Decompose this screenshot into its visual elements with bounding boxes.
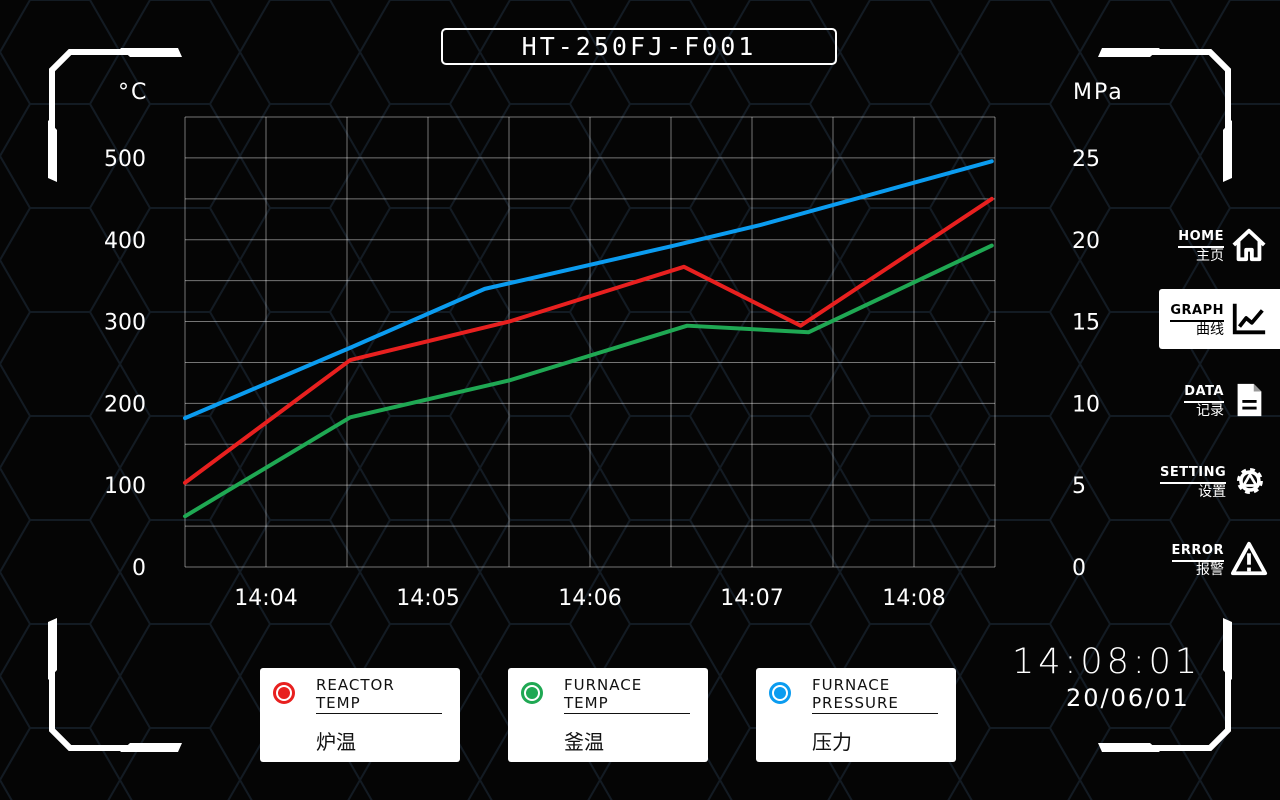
right-tick-label: 25 xyxy=(1072,147,1100,172)
nav-error-button[interactable]: ERROR 报警 xyxy=(1160,530,1280,588)
nav-setting-label-en: SETTING xyxy=(1160,464,1227,484)
right-tick-label: 10 xyxy=(1072,392,1100,417)
nav-data-label-en: DATA xyxy=(1184,383,1224,403)
series-line-furnace-temp xyxy=(183,243,994,519)
furnace-temp-dot xyxy=(521,682,543,704)
device-title: HT-250FJ-F001 xyxy=(441,28,837,65)
left-tick-label: 100 xyxy=(104,474,146,499)
nav-home-label-cn: 主页 xyxy=(1196,247,1224,264)
series-line-reactor-temp xyxy=(183,196,994,485)
legend-furnace-pressure: FURNACE PRESSURE 压力 xyxy=(756,668,956,762)
right-tick-label: 20 xyxy=(1072,229,1100,254)
x-tick-label: 14:07 xyxy=(720,586,783,611)
nav-setting-label-cn: 设置 xyxy=(1198,483,1227,500)
x-tick-label: 14:08 xyxy=(882,586,945,611)
legend-reactor-temp-cn: 炉温 xyxy=(316,730,356,754)
legend-furnace-temp: FURNACE TEMP 釜温 xyxy=(508,668,708,762)
home-icon xyxy=(1232,228,1266,262)
gear-icon xyxy=(1237,468,1264,494)
nav-error-label-cn: 报警 xyxy=(1196,561,1224,578)
current-time: 14:08:01 xyxy=(1012,642,1202,682)
nav-data-label-cn: 记录 xyxy=(1196,402,1224,419)
left-tick-label: 300 xyxy=(104,311,146,336)
nav-graph-label-en: GRAPH xyxy=(1170,302,1224,322)
nav-home-button[interactable]: HOME 主页 xyxy=(1160,216,1280,274)
nav-setting-button[interactable]: SETTING 设置 xyxy=(1160,452,1280,510)
nav-error-label-en: ERROR xyxy=(1171,542,1224,562)
x-tick-label: 14:06 xyxy=(558,586,621,611)
legend-furnace-temp-cn: 釜温 xyxy=(564,730,604,754)
legend-reactor-temp-en: REACTOR TEMP xyxy=(316,676,442,714)
document-icon xyxy=(1237,383,1262,417)
warning-icon xyxy=(1230,541,1268,576)
right-tick-label: 15 xyxy=(1072,311,1100,336)
legend-furnace-pressure-en: FURNACE PRESSURE xyxy=(812,676,938,714)
nav-home-label-en: HOME xyxy=(1178,228,1224,248)
nav-graph-label-cn: 曲线 xyxy=(1196,321,1224,338)
x-tick-label: 14:04 xyxy=(234,586,297,611)
left-tick-label: 500 xyxy=(104,147,146,172)
series-line-furnace-pressure xyxy=(183,159,994,421)
right-tick-label: 0 xyxy=(1072,556,1086,581)
legend-reactor-temp: REACTOR TEMP 炉温 xyxy=(260,668,460,762)
right-tick-label: 5 xyxy=(1072,474,1086,499)
current-date: 20/06/01 xyxy=(1066,684,1190,712)
furnace-pressure-dot xyxy=(769,682,791,704)
nav-data-button[interactable]: DATA 记录 xyxy=(1160,371,1280,429)
nav-graph-button[interactable]: GRAPH 曲线 xyxy=(1159,289,1280,349)
graph-icon xyxy=(1232,303,1266,335)
x-tick-label: 14:05 xyxy=(396,586,459,611)
left-tick-label: 200 xyxy=(104,392,146,417)
left-axis-unit: °C xyxy=(118,80,149,105)
legend-furnace-temp-en: FURNACE TEMP xyxy=(564,676,690,714)
left-tick-label: 400 xyxy=(104,229,146,254)
reactor-temp-dot xyxy=(273,682,295,704)
right-axis-unit: MPa xyxy=(1073,80,1124,105)
left-tick-label: 0 xyxy=(132,556,146,581)
legend-furnace-pressure-cn: 压力 xyxy=(812,730,852,754)
